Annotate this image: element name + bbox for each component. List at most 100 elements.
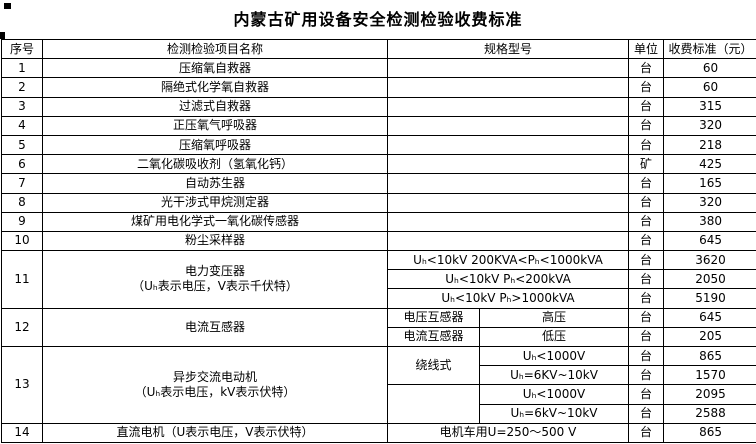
cell-no: 7 [1,173,43,194]
cell-unit: 台 [628,250,665,271]
cell-unit: 台 [628,365,665,386]
table-row: 5 压缩氧呼吸器 台 218 [1,134,756,156]
cell-no: 4 [1,115,43,136]
cell-spec-level: 低压 [478,326,630,348]
cell-fee: 380 [663,211,756,232]
cell-spec-group: 绕线式 [387,345,480,386]
cell-name: 隔绝式化学氧自救器 [42,77,388,98]
table-row: 3 过滤式自救器 台 315 [1,96,756,117]
col-header-no: 序号 [1,38,43,60]
cell-unit: 台 [628,173,665,194]
cell-no: 13 [1,346,43,424]
cell-fee: 1570 [663,365,756,386]
table-row: 1 压缩氧自救器 台 60 [1,58,756,79]
cell-no: 6 [1,154,43,175]
cell-no: 10 [1,230,43,252]
col-header-unit: 单位 [628,38,665,60]
cell-fee: 2050 [663,269,756,290]
cell-unit: 台 [628,384,665,405]
table-row: Uₕ<10kV Pₕ<200kVA 台 2050 [2,269,756,290]
table-row: Uₕ<1000V 台 2095 [2,384,756,424]
cell-spec-level: 高压 [478,307,630,328]
cell-spec [386,173,630,194]
cell-fee: 320 [663,192,756,213]
cell-no: 5 [1,134,43,156]
cell-fee: 5190 [663,288,756,309]
cell-fee: 645 [663,307,756,328]
cell-no: 1 [1,58,43,79]
cell-unit: 台 [628,326,665,348]
table-row: 11 电力变压器 （Uₕ表示电压，V表示千伏特） Uₕ<10kV 200KVA<… [1,250,756,309]
cell-unit: 台 [628,134,665,156]
cell-fee: 60 [663,77,756,98]
cell-unit: 台 [628,230,665,252]
table-row: Uₕ<10kV Pₕ>1000kVA 台 5190 [2,288,756,309]
cell-name: 压缩氧呼吸器 [42,134,388,156]
cell-spec: Uₕ<10kV 200KVA<Pₕ<1000kVA [386,250,630,271]
cell-no: 14 [1,422,43,444]
cell-spec [386,192,630,213]
col-header-fee: 收费标准（元） [663,38,756,60]
cell-spec [386,58,630,79]
cell-spec: Uₕ<1000V [478,384,630,405]
col-header-name: 检测检验项目名称 [42,38,388,60]
cell-fee: 3620 [663,250,756,271]
cell-name: 直流电机（U表示电压，V表示伏特） [42,422,388,444]
cell-unit: 台 [628,58,665,79]
cell-fee: 2588 [663,403,756,424]
cell-spec [386,77,630,98]
cell-name: 光干涉式甲烷测定器 [42,192,388,213]
cell-spec: Uₕ<1000V [478,345,630,367]
table-row: 电流互感器 低压 台 205 [2,326,756,348]
cell-unit: 台 [628,307,665,328]
table-side-handle [0,32,5,39]
cell-name: 异步交流电动机 （Uₕ表示电压，kV表示伏特） [42,346,388,424]
cell-fee: 320 [663,115,756,136]
cell-spec [386,211,630,232]
cell-name: 压缩氧自救器 [42,58,388,79]
cell-fee: 205 [663,326,756,348]
cell-spec [386,96,630,117]
cell-no: 9 [1,211,43,232]
cell-spec: Uₕ<10kV Pₕ>1000kVA [386,288,630,309]
cell-spec [386,230,630,252]
cell-fee: 2095 [663,384,756,405]
cell-fee: 865 [663,422,756,444]
cell-unit: 台 [628,77,665,98]
cell-unit: 台 [628,403,665,424]
cell-name: 电力变压器 （Uₕ表示电压，V表示千伏特） [42,250,388,309]
cell-unit: 台 [628,269,665,290]
cell-fee: 425 [663,154,756,175]
col-header-spec: 规格型号 [386,38,630,60]
cell-unit: 台 [628,211,665,232]
cell-fee: 645 [663,230,756,252]
table-row: 2 隔绝式化学氧自救器 台 60 [1,77,756,98]
table-row: 6 二氧化碳吸收剂（氢氧化钙） 矿 425 [1,154,756,175]
table-row: 9 煤矿用电化学式一氧化碳传感器 台 380 [1,211,756,232]
cell-no: 8 [1,192,43,213]
cell-spec: Uₕ=6kV~10kV [478,403,630,424]
cell-fee: 315 [663,96,756,117]
cell-name: 电流互感器 [42,307,388,348]
table-row: 13 异步交流电动机 （Uₕ表示电压，kV表示伏特） 绕线式 Uₕ<1000V … [1,345,756,424]
cell-spec [386,115,630,136]
table-row: Uₕ=6KV~10kV 台 1570 [2,365,756,386]
table-row: 4 正压氧气呼吸器 台 320 [1,115,756,136]
cell-spec: Uₕ<10kV Pₕ<200kVA [386,269,630,290]
header-row: 序号 检测检验项目名称 规格型号 单位 收费标准（元） [1,38,756,60]
cell-spec: 电机车用U=250～500 V [386,422,630,444]
cell-fee: 165 [663,173,756,194]
cell-name: 粉尘采样器 [42,230,388,252]
cell-fee: 60 [663,58,756,79]
cell-spec-type: 电压互感器 [387,307,480,328]
table-row: 10 粉尘采样器 台 645 [1,230,756,252]
cell-spec-type: 电流互感器 [387,326,480,348]
cell-no: 3 [1,96,43,117]
cell-name: 自动苏生器 [42,173,388,194]
cell-unit: 台 [628,345,665,367]
cell-spec: Uₕ=6KV~10kV [478,365,630,386]
cell-name: 二氧化碳吸收剂（氢氧化钙） [42,154,388,175]
page-title: 内蒙古矿用设备安全检测检验收费标准 [233,10,523,29]
cell-name: 过滤式自救器 [42,96,388,117]
table-row: 8 光干涉式甲烷测定器 台 320 [1,192,756,213]
